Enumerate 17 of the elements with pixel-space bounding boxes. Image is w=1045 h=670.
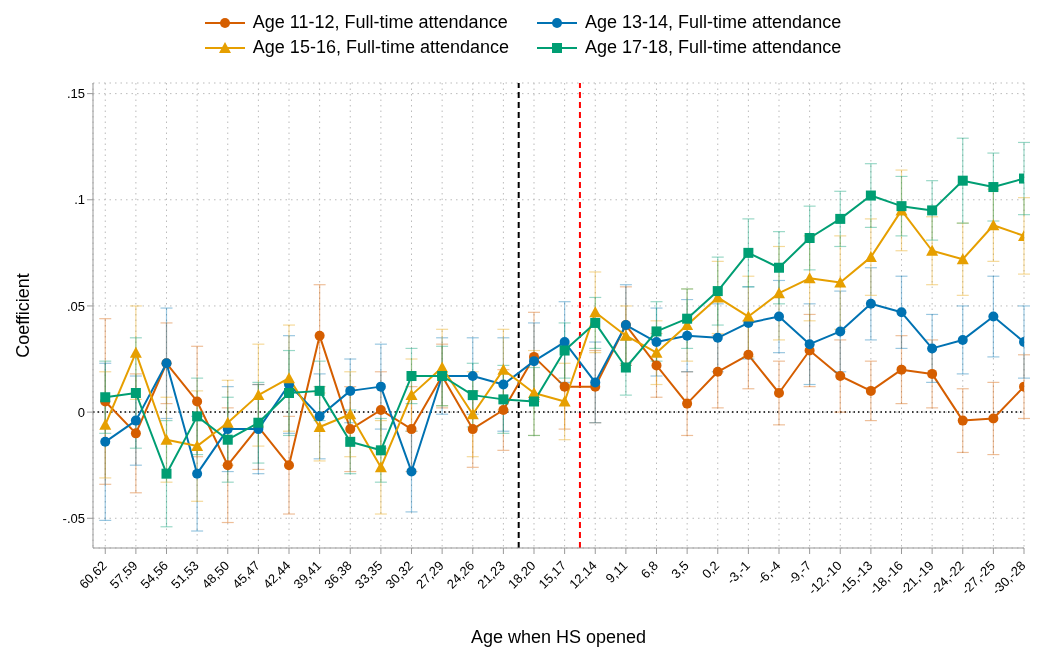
x-tick-label: 9,11 [602, 557, 631, 586]
legend-label: Age 13-14, Full-time attendance [585, 12, 842, 33]
y-axis-title: Coefficient [13, 273, 34, 358]
y-tick-label: -.05 [62, 510, 85, 526]
x-tick-label: 0,2 [698, 557, 723, 582]
x-tick-label: -6,-4 [754, 557, 784, 588]
y-tick-label: .15 [66, 86, 85, 102]
y-tick-label: .05 [66, 298, 85, 314]
x-tick-label: -3,-1 [723, 557, 753, 588]
x-axis-title: Age when HS opened [470, 627, 647, 647]
legend-label: Age 15-16, Full-time attendance [252, 37, 509, 58]
x-tick-label: 6,8 [637, 557, 662, 582]
y-tick-label: 0 [77, 404, 85, 420]
legend-label: Age 11-12, Full-time attendance [252, 12, 508, 33]
x-tick-label: 3,5 [668, 557, 692, 582]
y-tick-label: .1 [74, 192, 85, 208]
legend-label: Age 17-18, Full-time attendance [585, 37, 842, 58]
